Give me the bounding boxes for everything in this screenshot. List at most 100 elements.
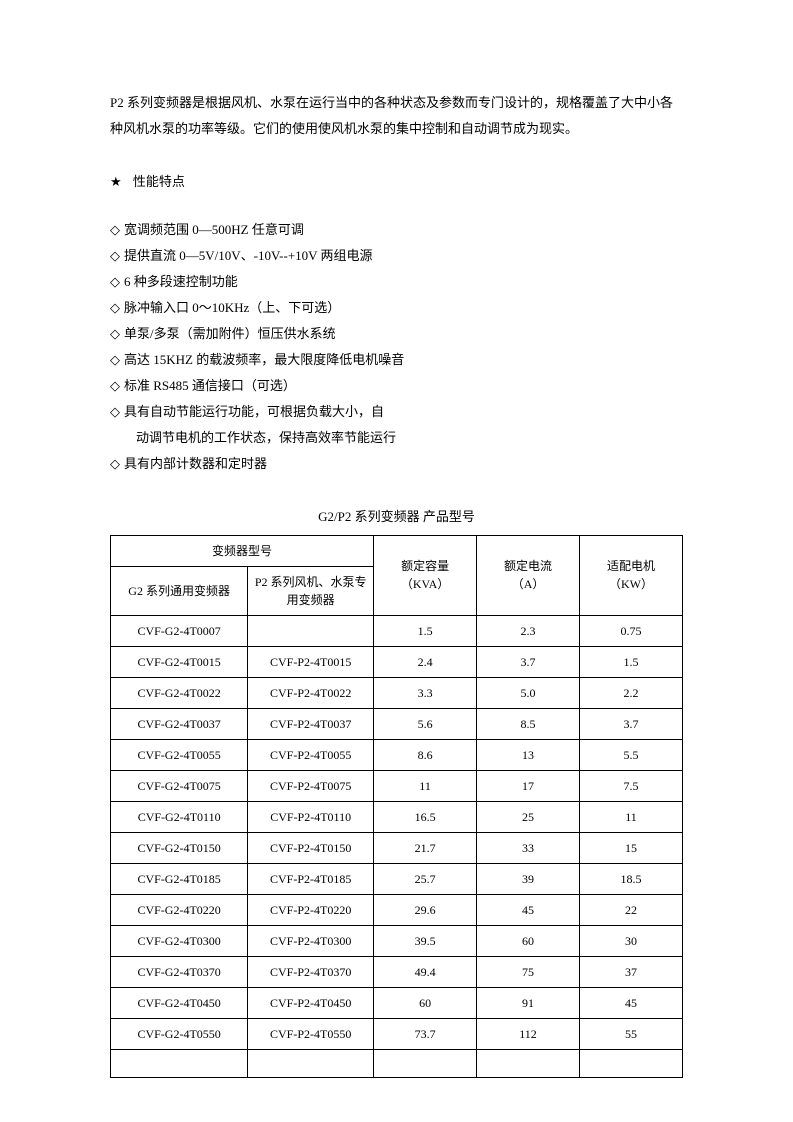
cell-kva: 39.5 (374, 925, 477, 956)
cell-kva: 21.7 (374, 832, 477, 863)
cell-blank (374, 1049, 477, 1077)
cell-kw: 22 (580, 894, 683, 925)
table-row: CVF-G2-4T0300CVF-P2-4T030039.56030 (111, 925, 683, 956)
cell-kva: 8.6 (374, 739, 477, 770)
diamond-icon: ◇ (110, 456, 120, 471)
cell-g2: CVF-G2-4T0110 (111, 801, 248, 832)
feature-text: 宽调频范围 0—500HZ 任意可调 (124, 222, 304, 237)
feature-item: ◇脉冲输入口 0～10KHz（上、下可选） (110, 295, 683, 321)
feature-item: ◇ 标准 RS485 通信接口（可选） (110, 373, 683, 399)
feature-item: ◇高达 15KHZ 的载波频率，最大限度降低电机噪音 (110, 347, 683, 373)
feature-text: 标准 RS485 通信接口（可选） (124, 378, 296, 393)
feature-item: ◇ 宽调频范围 0—500HZ 任意可调 (110, 217, 683, 243)
cell-blank (477, 1049, 580, 1077)
cell-g2: CVF-G2-4T0150 (111, 832, 248, 863)
cell-g2: CVF-G2-4T0220 (111, 894, 248, 925)
cell-kw: 18.5 (580, 863, 683, 894)
table-row: CVF-G2-4T0055CVF-P2-4T00558.6135.5 (111, 739, 683, 770)
cell-p2: CVF-P2-4T0110 (248, 801, 374, 832)
star-icon: ★ (110, 174, 122, 189)
cell-a: 60 (477, 925, 580, 956)
header-kva-line1: 额定容量 (376, 557, 474, 575)
cell-kva: 73.7 (374, 1018, 477, 1049)
cell-g2: CVF-G2-4T0370 (111, 956, 248, 987)
header-a-line2: （A） (479, 575, 577, 593)
cell-p2: CVF-P2-4T0037 (248, 708, 374, 739)
cell-a: 8.5 (477, 708, 580, 739)
cell-a: 13 (477, 739, 580, 770)
table-row-blank (111, 1049, 683, 1077)
header-g2: G2 系列通用变频器 (111, 566, 248, 615)
feature-continuation: 动调节电机的工作状态，保持高效率节能运行 (110, 425, 683, 451)
table-row: CVF-G2-4T0370CVF-P2-4T037049.47537 (111, 956, 683, 987)
table-row: CVF-G2-4T0550CVF-P2-4T055073.711255 (111, 1018, 683, 1049)
diamond-icon: ◇ (110, 222, 120, 237)
cell-a: 75 (477, 956, 580, 987)
table-body: CVF-G2-4T00071.52.30.75CVF-G2-4T0015CVF-… (111, 615, 683, 1077)
feature-text: 具有自动节能运行功能，可根据负载大小，自 (124, 404, 384, 419)
table-row: CVF-G2-4T0037CVF-P2-4T00375.68.53.7 (111, 708, 683, 739)
cell-kva: 2.4 (374, 646, 477, 677)
feature-text: 单泵/多泵（需加附件）恒压供水系统 (124, 326, 336, 341)
diamond-icon: ◇ (110, 248, 120, 263)
cell-kw: 45 (580, 987, 683, 1018)
table-row: CVF-G2-4T0220CVF-P2-4T022029.64522 (111, 894, 683, 925)
cell-kva: 1.5 (374, 615, 477, 646)
cell-g2: CVF-G2-4T0550 (111, 1018, 248, 1049)
cell-g2: CVF-G2-4T0300 (111, 925, 248, 956)
cell-g2: CVF-G2-4T0007 (111, 615, 248, 646)
cell-a: 17 (477, 770, 580, 801)
cell-p2: CVF-P2-4T0550 (248, 1018, 374, 1049)
cell-kw: 55 (580, 1018, 683, 1049)
table-row: CVF-G2-4T0022CVF-P2-4T00223.35.02.2 (111, 677, 683, 708)
cell-g2: CVF-G2-4T0022 (111, 677, 248, 708)
diamond-icon: ◇ (110, 274, 120, 289)
cell-g2: CVF-G2-4T0185 (111, 863, 248, 894)
header-p2: P2 系列风机、水泵专用变频器 (248, 566, 374, 615)
cell-a: 91 (477, 987, 580, 1018)
table-header-row: 变频器型号 额定容量 （KVA） 额定电流 （A） 适配电机 （KW） (111, 535, 683, 566)
cell-p2: CVF-P2-4T0450 (248, 987, 374, 1018)
cell-p2: CVF-P2-4T0220 (248, 894, 374, 925)
header-kw: 适配电机 （KW） (580, 535, 683, 615)
product-table: 变频器型号 额定容量 （KVA） 额定电流 （A） 适配电机 （KW） G2 系… (110, 535, 683, 1078)
cell-a: 112 (477, 1018, 580, 1049)
header-a: 额定电流 （A） (477, 535, 580, 615)
feature-text: 脉冲输入口 0～10KHz（上、下可选） (124, 300, 340, 315)
cell-a: 2.3 (477, 615, 580, 646)
table-row: CVF-G2-4T0150CVF-P2-4T015021.73315 (111, 832, 683, 863)
table-row: CVF-G2-4T0110CVF-P2-4T011016.52511 (111, 801, 683, 832)
table-row: CVF-G2-4T0015CVF-P2-4T00152.43.71.5 (111, 646, 683, 677)
feature-text: 高达 15KHZ 的载波频率，最大限度降低电机噪音 (124, 352, 404, 367)
header-kw-line2: （KW） (582, 575, 680, 593)
cell-p2: CVF-P2-4T0075 (248, 770, 374, 801)
section-heading-text: 性能特点 (133, 174, 185, 189)
feature-item: ◇单泵/多泵（需加附件）恒压供水系统 (110, 321, 683, 347)
cell-kva: 3.3 (374, 677, 477, 708)
cell-kva: 29.6 (374, 894, 477, 925)
diamond-icon: ◇ (110, 378, 120, 393)
cell-kva: 16.5 (374, 801, 477, 832)
table-row: CVF-G2-4T00071.52.30.75 (111, 615, 683, 646)
cell-a: 25 (477, 801, 580, 832)
diamond-icon: ◇ (110, 404, 120, 419)
cell-p2: CVF-P2-4T0055 (248, 739, 374, 770)
cell-kw: 2.2 (580, 677, 683, 708)
feature-text: 具有内部计数器和定时器 (124, 456, 267, 471)
cell-a: 33 (477, 832, 580, 863)
cell-kw: 37 (580, 956, 683, 987)
cell-g2: CVF-G2-4T0037 (111, 708, 248, 739)
cell-kva: 5.6 (374, 708, 477, 739)
cell-blank (111, 1049, 248, 1077)
cell-p2: CVF-P2-4T0150 (248, 832, 374, 863)
cell-kw: 7.5 (580, 770, 683, 801)
cell-kw: 30 (580, 925, 683, 956)
cell-a: 45 (477, 894, 580, 925)
cell-a: 39 (477, 863, 580, 894)
cell-kw: 5.5 (580, 739, 683, 770)
header-kw-line1: 适配电机 (582, 557, 680, 575)
cell-kva: 25.7 (374, 863, 477, 894)
feature-list: ◇宽调频范围 0—500HZ 任意可调 ◇提供直流 0—5V/10V、-10V-… (110, 217, 683, 477)
cell-kw: 11 (580, 801, 683, 832)
cell-p2: CVF-P2-4T0370 (248, 956, 374, 987)
